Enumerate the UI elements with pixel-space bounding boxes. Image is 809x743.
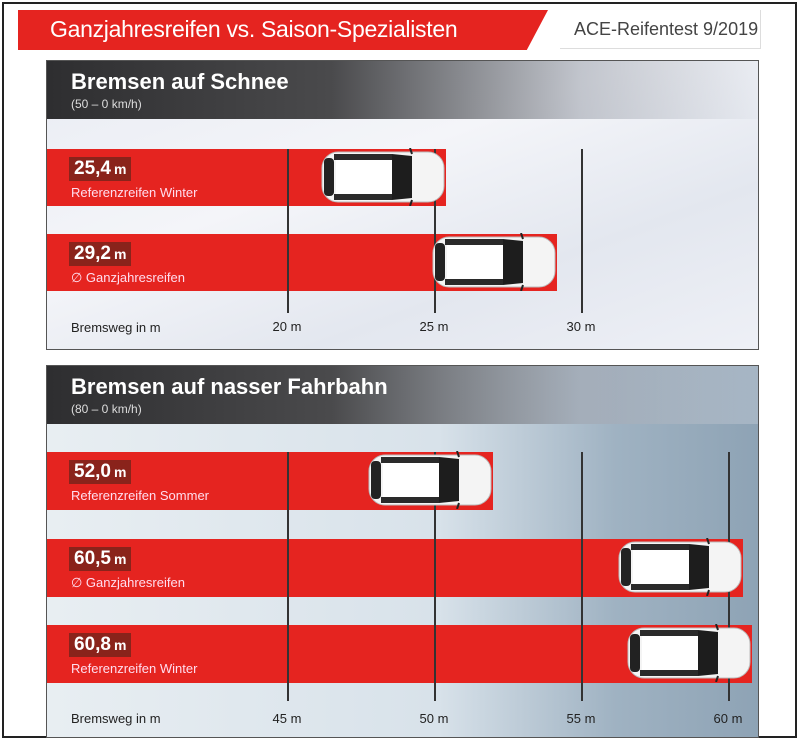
panel-header: Bremsen auf Schnee (50 – 0 km/h) <box>47 61 758 119</box>
value-unit: m <box>113 161 127 177</box>
value-label: 25,4 m <box>69 157 132 181</box>
tick-label: 25 m <box>419 319 449 334</box>
wet-braking-chart: Bremsen auf nasser Fahrbahn (80 – 0 km/h… <box>46 365 759 738</box>
value-number: 60,8 <box>74 634 111 655</box>
panel-title: Bremsen auf nasser Fahrbahn <box>71 374 388 399</box>
title-banner: Ganzjahresreifen vs. Saison-Spezialisten <box>18 10 548 50</box>
gridline <box>287 452 289 701</box>
value-label: 52,0 m <box>69 460 132 484</box>
tick-label: 60 m <box>713 711 743 726</box>
main-title: Ganzjahresreifen vs. Saison-Spezialisten <box>50 16 458 42</box>
value-number: 52,0 <box>74 461 111 482</box>
car-icon <box>617 537 743 601</box>
value-unit: m <box>113 464 127 480</box>
panel-subtitle: (50 – 0 km/h) <box>71 97 142 111</box>
bar-label: ∅ Ganzjahresreifen <box>71 575 185 590</box>
tick-label: 55 m <box>566 711 596 726</box>
value-number: 29,2 <box>74 243 111 264</box>
x-axis-label: Bremsweg in m <box>71 320 161 335</box>
gridline <box>434 149 436 313</box>
tick-label: 30 m <box>566 319 596 334</box>
panel-subtitle: (80 – 0 km/h) <box>71 402 142 416</box>
car-icon <box>431 232 557 296</box>
value-unit: m <box>113 246 127 262</box>
x-axis-label: Bremsweg in m <box>71 711 161 726</box>
gridline <box>434 452 436 701</box>
bar-label: Referenzreifen Winter <box>71 661 198 676</box>
snow-braking-chart: Bremsen auf Schnee (50 – 0 km/h) Bremswe… <box>46 60 759 350</box>
gridline <box>581 452 583 701</box>
value-number: 60,5 <box>74 548 111 569</box>
source-box: ACE-Reifentest 9/2019 <box>560 10 761 49</box>
car-icon <box>320 147 446 211</box>
bar-label: ∅ Ganzjahresreifen <box>71 270 185 285</box>
bar-label: Referenzreifen Sommer <box>71 488 209 503</box>
value-label: 29,2 m <box>69 242 132 266</box>
bar-label: Referenzreifen Winter <box>71 185 198 200</box>
tick-label: 45 m <box>272 711 302 726</box>
tick-label: 50 m <box>419 711 449 726</box>
value-number: 25,4 <box>74 158 111 179</box>
value-label: 60,8 m <box>69 633 132 657</box>
source-label: ACE-Reifentest 9/2019 <box>574 19 759 39</box>
panel-header: Bremsen auf nasser Fahrbahn (80 – 0 km/h… <box>47 366 758 424</box>
value-unit: m <box>113 551 127 567</box>
car-icon <box>367 450 493 514</box>
value-label: 60,5 m <box>69 547 132 571</box>
car-icon <box>626 623 752 687</box>
gridline <box>581 149 583 313</box>
value-unit: m <box>113 637 127 653</box>
panel-title: Bremsen auf Schnee <box>71 69 289 94</box>
tick-label: 20 m <box>272 319 302 334</box>
gridline <box>287 149 289 313</box>
